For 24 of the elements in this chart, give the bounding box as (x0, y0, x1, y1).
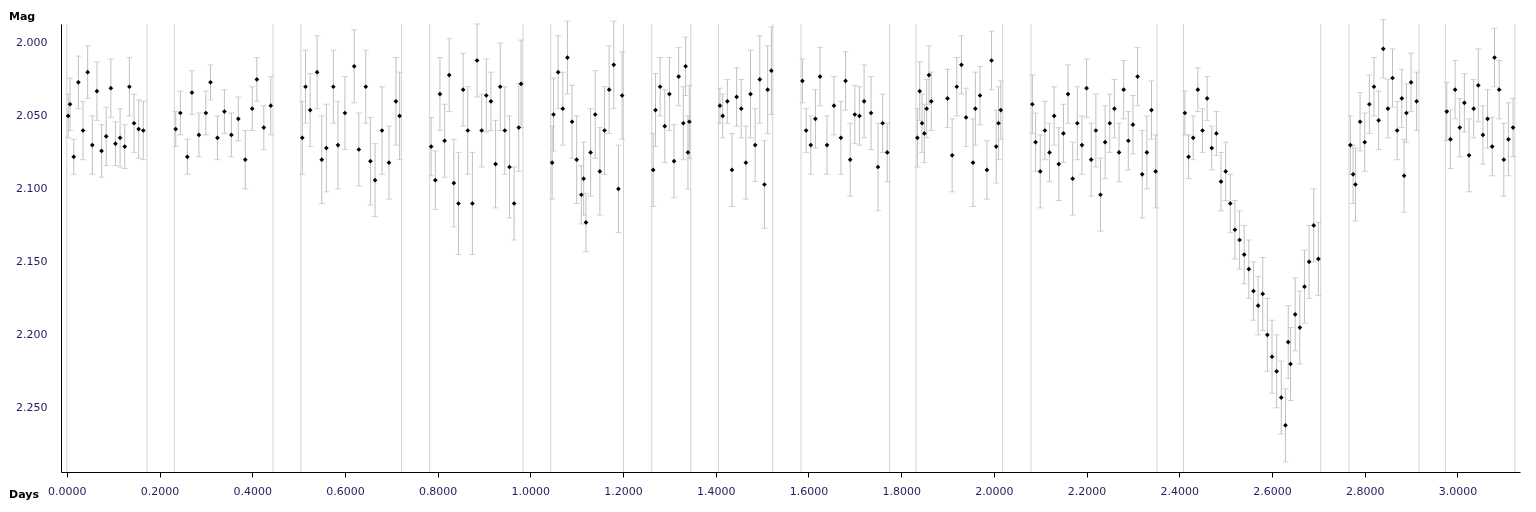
x-tick-label: 1.6000 (789, 484, 829, 498)
x-tick-label: 0.4000 (233, 484, 272, 498)
x-tick-label: 0.6000 (326, 484, 365, 498)
y-tick-label: 2.150 (16, 255, 48, 269)
x-tick-label: 0.2000 (140, 484, 180, 498)
x-tick-label: 2.8000 (1345, 484, 1385, 498)
y-tick-label: 2.250 (16, 401, 48, 415)
x-tick-label: 1.0000 (511, 484, 551, 498)
x-tick-label: 2.0000 (975, 484, 1014, 498)
x-axis-title: Days (9, 488, 40, 501)
x-tick-label: 2.6000 (1253, 484, 1292, 498)
y-tick-label: 2.050 (16, 109, 48, 123)
x-tick-label: 0.8000 (418, 484, 458, 498)
x-tick-label: 0.0000 (48, 484, 87, 498)
x-tick-label: 2.2000 (1067, 484, 1107, 498)
x-tick-label: 2.4000 (1160, 484, 1200, 498)
x-tick-label: 1.8000 (882, 484, 921, 498)
y-tick-label: 2.100 (16, 182, 48, 196)
x-tick-label: 1.4000 (697, 484, 736, 498)
y-axis-title: Mag (9, 10, 36, 23)
x-tick-label: 1.2000 (604, 484, 643, 498)
x-tick-label: 3.0000 (1438, 484, 1478, 498)
y-tick-label: 2.200 (16, 328, 48, 342)
y-tick-label: 2.000 (16, 36, 48, 50)
